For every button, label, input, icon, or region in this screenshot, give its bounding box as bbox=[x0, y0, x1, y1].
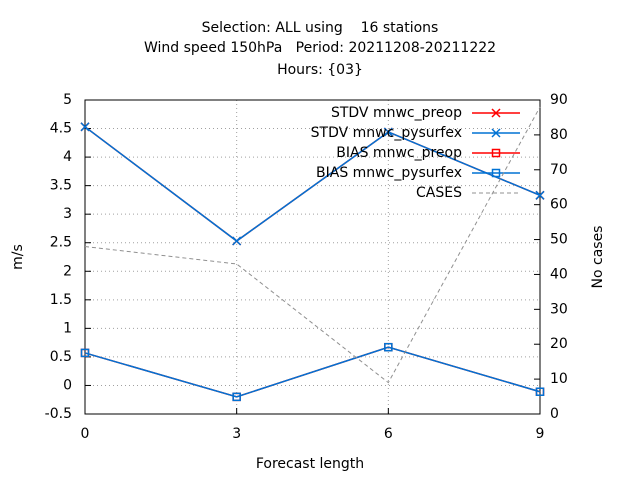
y-tick-label: -0.5 bbox=[45, 406, 72, 422]
plot-frame bbox=[84, 99, 541, 415]
y2-tick-label: 80 bbox=[550, 127, 568, 143]
y2-tick-label: 10 bbox=[550, 371, 568, 387]
marker bbox=[491, 128, 501, 138]
marker bbox=[491, 148, 501, 158]
legend-label: STDV mnwc_pysurfex bbox=[311, 125, 462, 141]
y-tick-label: 3 bbox=[63, 206, 72, 222]
series-line bbox=[84, 126, 541, 242]
y2-tick-label: 30 bbox=[550, 301, 568, 317]
y-tick-label: 0 bbox=[63, 377, 72, 393]
marker bbox=[491, 108, 501, 118]
y2-tick-label: 40 bbox=[550, 266, 568, 282]
y-tick-label: 1 bbox=[63, 320, 72, 336]
x-tick-label: 6 bbox=[384, 426, 393, 442]
marker bbox=[535, 190, 545, 200]
y2-tick-label: 60 bbox=[550, 197, 568, 213]
x-tick-label: 3 bbox=[232, 426, 241, 442]
legend-label: BIAS mnwc_preop bbox=[336, 145, 462, 161]
marker bbox=[232, 392, 241, 402]
marker bbox=[383, 127, 393, 137]
marker bbox=[80, 122, 90, 132]
series-line bbox=[84, 126, 541, 242]
legend-label: CASES bbox=[416, 185, 462, 201]
y2-tick-label: 0 bbox=[550, 406, 559, 422]
series-line bbox=[84, 346, 541, 398]
chart-title: Wind speed 150hPa Period: 20211208-20211… bbox=[144, 40, 496, 56]
y-tick-label: 5 bbox=[63, 92, 72, 108]
y-tick-label: 3.5 bbox=[50, 178, 72, 194]
x-tick-label: 0 bbox=[81, 426, 90, 442]
x-tick-label: 9 bbox=[536, 426, 545, 442]
y-tick-label: 4 bbox=[63, 149, 72, 165]
series-line bbox=[84, 106, 541, 384]
legend-label: BIAS mnwc_pysurfex bbox=[316, 165, 462, 181]
chart-title: Selection: ALL using 16 stations bbox=[202, 20, 439, 36]
y2-axis-label: No cases bbox=[590, 226, 606, 289]
x-axis-label: Forecast length bbox=[256, 456, 364, 472]
y-tick-label: 2.5 bbox=[50, 235, 72, 251]
marker bbox=[491, 168, 501, 178]
y-tick-label: 1.5 bbox=[50, 292, 72, 308]
y-axis-label: m/s bbox=[10, 244, 26, 270]
chart-title: Hours: {03} bbox=[277, 62, 363, 78]
legend-label: STDV mnwc_preop bbox=[331, 105, 462, 121]
marker bbox=[232, 236, 242, 246]
y2-tick-label: 50 bbox=[550, 232, 568, 248]
y-tick-label: 0.5 bbox=[50, 349, 72, 365]
marker bbox=[535, 387, 545, 396]
y2-tick-label: 70 bbox=[550, 162, 568, 178]
y-tick-label: 2 bbox=[63, 263, 72, 279]
y2-tick-label: 20 bbox=[550, 336, 568, 352]
y2-tick-label: 90 bbox=[550, 92, 568, 108]
marker bbox=[80, 348, 90, 358]
marker bbox=[384, 342, 393, 352]
y-tick-label: 4.5 bbox=[50, 121, 72, 137]
